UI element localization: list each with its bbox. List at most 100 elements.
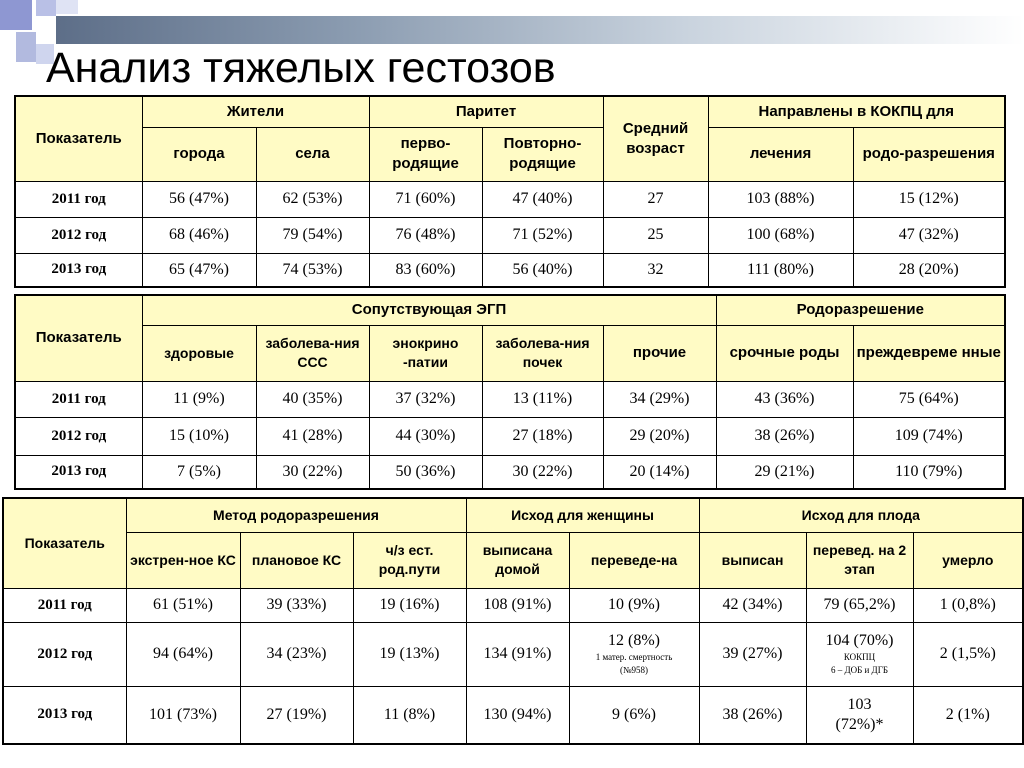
table-row: 2012 год 15 (10%) 41 (28%) 44 (30%) 27 (… [14, 416, 1006, 456]
header-planovoe-ks: плановое КС [239, 531, 354, 589]
cell-vypisan: 38 (26%) [698, 685, 807, 745]
cell-umerlo: 2 (1,5%) [912, 621, 1024, 687]
cell-rodorazresheniya: 28 (20%) [852, 252, 1006, 288]
cell-lecheniya: 103 (88%) [707, 180, 854, 218]
row-year: 2013 год [2, 685, 127, 745]
header-pereveden-na-2-etap: перевед. на 2 этап [805, 531, 914, 589]
page-title: Анализ тяжелых гестозов [46, 44, 556, 92]
row-year: 2012 год [14, 416, 143, 456]
decorative-square [16, 32, 36, 62]
header-soputstvuyushchaya-egp: Сопутствующая ЭГП [141, 294, 717, 326]
cell-vypisana-domoy: 108 (91%) [465, 587, 570, 623]
cell-perevedena: 12 (8%) 1 матер. смертность (№958) [568, 621, 700, 687]
cell-pereveden-na-2-etap: 104 (70%) КОКПЦ 6 – ДОБ и ДГБ [805, 621, 914, 687]
decorative-square [56, 0, 78, 14]
cell-pervorodyashchie: 83 (60%) [368, 252, 483, 288]
cell-value: (72%)* [835, 715, 884, 733]
header-pokazatel: Показатель [2, 497, 127, 589]
cell-vypisana-domoy: 130 (94%) [465, 685, 570, 745]
header-lecheniya: лечения [707, 126, 854, 182]
cell-zdorovye: 7 (5%) [141, 454, 257, 490]
cell-ekstrennoe-ks: 101 (73%) [125, 685, 241, 745]
cell-zabolevaniya-sss: 41 (28%) [255, 416, 370, 456]
header-estestvennye-puti: ч/з ест. род.пути [352, 531, 467, 589]
cell-goroda: 68 (46%) [141, 216, 257, 254]
table-residents-parity: Показатель Жители Паритет Средний возрас… [14, 95, 1007, 288]
cell-sela: 74 (53%) [255, 252, 370, 288]
cell-umerlo: 2 (1%) [912, 685, 1024, 745]
cell-pervorodyashchie: 71 (60%) [368, 180, 483, 218]
cell-vypisana-domoy: 134 (91%) [465, 621, 570, 687]
header-paritet: Паритет [368, 95, 604, 128]
cell-sela: 62 (53%) [255, 180, 370, 218]
header-pokazatel: Показатель [14, 294, 143, 382]
cell-povtornorodyashchie: 47 (40%) [481, 180, 604, 218]
cell-zabolevaniya-pochek: 13 (11%) [481, 380, 604, 418]
cell-prochie: 29 (20%) [602, 416, 717, 456]
row-year: 2013 год [14, 252, 143, 288]
cell-pereveden-na-2-etap: 103 (72%)* [805, 685, 914, 745]
header-sela: села [255, 126, 370, 182]
header-pervorodyashchie: перво-родящие [368, 126, 483, 182]
cell-rodorazresheniya: 15 (12%) [852, 180, 1006, 218]
cell-vypisan: 42 (34%) [698, 587, 807, 623]
cell-povtornorodyashchie: 71 (52%) [481, 216, 604, 254]
cell-estestvennye-puti: 19 (16%) [352, 587, 467, 623]
cell-lecheniya: 100 (68%) [707, 216, 854, 254]
table-row: 2011 год 61 (51%) 39 (33%) 19 (16%) 108 … [2, 587, 1024, 623]
row-year: 2012 год [2, 621, 127, 687]
header-zabolevaniya-sss: заболева-ния ССС [255, 324, 370, 382]
cell-pervorodyashchie: 76 (48%) [368, 216, 483, 254]
cell-endokrinopatii: 37 (32%) [368, 380, 483, 418]
header-perevedena: переведе-на [568, 531, 700, 589]
header-umerlo: умерло [912, 531, 1024, 589]
header-goroda: города [141, 126, 257, 182]
cell-umerlo: 1 (0,8%) [912, 587, 1024, 623]
cell-srochnye-rody: 29 (21%) [715, 454, 854, 490]
table-row: 2012 год 94 (64%) 34 (23%) 19 (13%) 134 … [2, 621, 1024, 687]
table-delivery-outcomes: Показатель Метод родоразрешения Исход дл… [2, 497, 1024, 745]
header-povtornorodyashchie: Повторно-родящие [481, 126, 604, 182]
cell-value: 103 [847, 695, 872, 713]
cell-value: 104 (70%) [825, 632, 894, 649]
cell-zabolevaniya-sss: 30 (22%) [255, 454, 370, 490]
table-row: 2011 год 56 (47%) 62 (53%) 71 (60%) 47 (… [14, 180, 1006, 218]
cell-ekstrennoe-ks: 94 (64%) [125, 621, 241, 687]
cell-pereveden-na-2-etap: 79 (65,2%) [805, 587, 914, 623]
header-ekstrennoe-ks: экстрен-ное КС [125, 531, 241, 589]
cell-prezhdevremennye: 110 (79%) [852, 454, 1006, 490]
cell-note: КОКПЦ [843, 652, 876, 662]
cell-prochie: 20 (14%) [602, 454, 717, 490]
header-prezhdevremennye: преждевреме нные [852, 324, 1006, 382]
row-year: 2012 год [14, 216, 143, 254]
cell-zdorovye: 15 (10%) [141, 416, 257, 456]
cell-zabolevaniya-pochek: 30 (22%) [481, 454, 604, 490]
cell-prezhdevremennye: 75 (64%) [852, 380, 1006, 418]
header-zhiteli: Жители [141, 95, 370, 128]
cell-prezhdevremennye: 109 (74%) [852, 416, 1006, 456]
header-metod-rodorazresheniya: Метод родоразрешения [125, 497, 467, 533]
cell-goroda: 65 (47%) [141, 252, 257, 288]
header-rodorazreshenie: Родоразрешение [715, 294, 1006, 326]
header-zdorovye: здоровые [141, 324, 257, 382]
decorative-square [0, 0, 32, 30]
row-year: 2011 год [14, 180, 143, 218]
cell-value: 12 (8%) [608, 632, 660, 649]
decorative-square [36, 0, 56, 16]
cell-vypisan: 39 (27%) [698, 621, 807, 687]
cell-sredniy-vozrast: 25 [602, 216, 709, 254]
cell-planovoe-ks: 39 (33%) [239, 587, 354, 623]
header-ishod-dlya-ploda: Исход для плода [698, 497, 1024, 533]
cell-perevedena: 9 (6%) [568, 685, 700, 745]
header-napravleny: Направлены в КОКПЦ для [707, 95, 1006, 128]
cell-ekstrennoe-ks: 61 (51%) [125, 587, 241, 623]
header-ishod-dlya-zhenshchiny: Исход для женщины [465, 497, 700, 533]
cell-note: (№958) [619, 665, 649, 675]
header-vypisana-domoy: выписана домой [465, 531, 570, 589]
table-row: 2013 год 7 (5%) 30 (22%) 50 (36%) 30 (22… [14, 454, 1006, 490]
cell-endokrinopatii: 50 (36%) [368, 454, 483, 490]
header-vypisan: выписан [698, 531, 807, 589]
row-year: 2013 год [14, 454, 143, 490]
title-gradient-bar [56, 16, 1024, 44]
header-srochnye-rody: срочные роды [715, 324, 854, 382]
